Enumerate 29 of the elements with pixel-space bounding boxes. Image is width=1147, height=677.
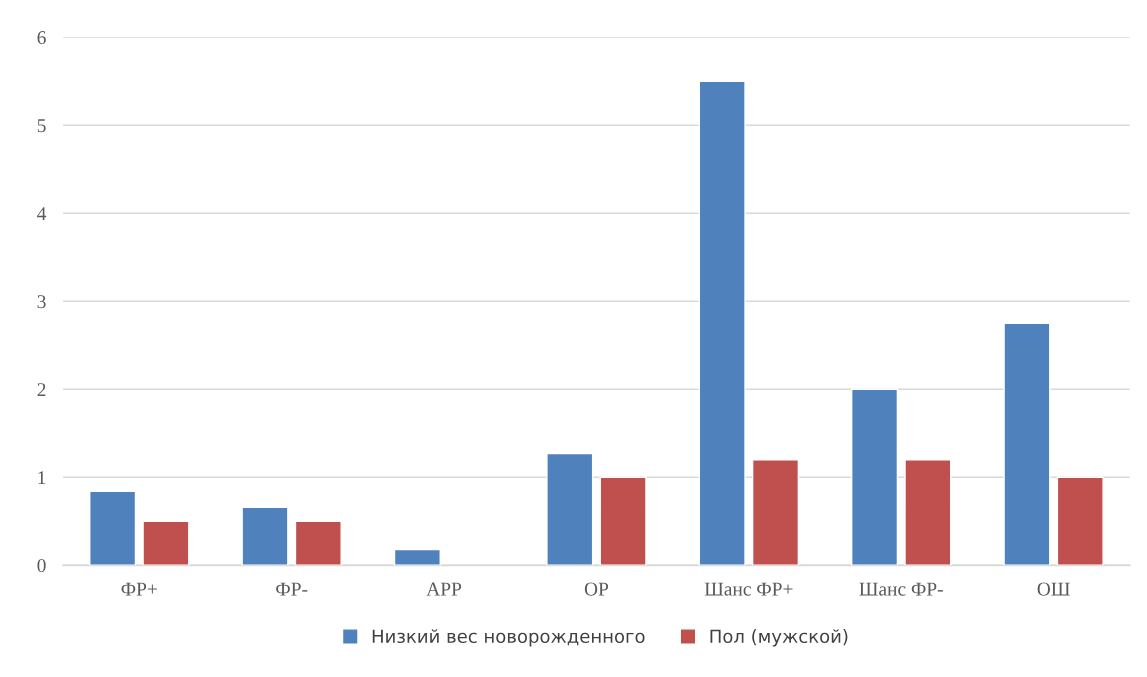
y-tick-label: 6 bbox=[37, 31, 46, 45]
x-tick-label: ОР bbox=[584, 582, 609, 596]
bar bbox=[698, 80, 746, 566]
bar bbox=[850, 388, 899, 566]
y-tick-label: 5 bbox=[37, 119, 46, 133]
bar bbox=[904, 458, 952, 566]
x-tick-label: ФР+ bbox=[121, 582, 157, 596]
y-tick-label: 4 bbox=[37, 207, 47, 220]
bar bbox=[294, 520, 342, 566]
bar bbox=[1056, 476, 1104, 566]
bar bbox=[599, 476, 647, 566]
y-tick-label: 1 bbox=[38, 471, 46, 485]
x-tick-label: ОШ bbox=[1037, 582, 1070, 596]
x-tick-label: Шанс ФР+ bbox=[704, 582, 793, 596]
x-tick-label: Шанс ФР- bbox=[859, 582, 943, 596]
bar bbox=[393, 548, 441, 566]
legend-label: Пол (мужской) bbox=[710, 629, 848, 647]
bar bbox=[546, 452, 594, 566]
bar bbox=[89, 490, 137, 566]
y-tick-label: 0 bbox=[37, 559, 46, 573]
bar bbox=[1003, 322, 1051, 566]
bar bbox=[751, 458, 800, 566]
bar bbox=[241, 506, 289, 566]
bar bbox=[142, 520, 190, 566]
legend-label: Низкий вес новорожденного bbox=[372, 629, 645, 647]
x-tick-label: ФР- bbox=[276, 582, 308, 596]
y-tick-label: 3 bbox=[37, 295, 46, 309]
y-tick-label: 2 bbox=[37, 383, 46, 397]
x-tick-label: АРР bbox=[426, 582, 462, 596]
